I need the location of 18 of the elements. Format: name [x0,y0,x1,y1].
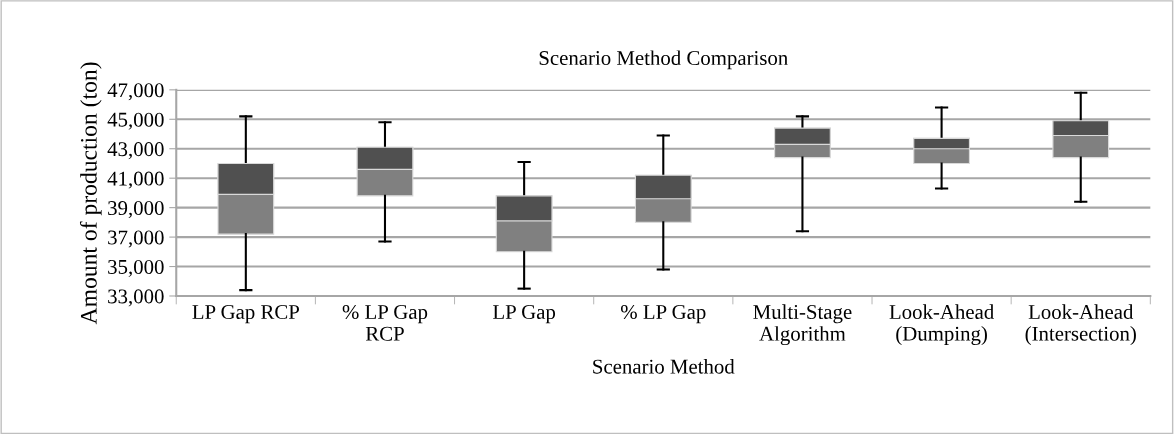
x-axis-title: Scenario Method [593,359,735,374]
y-tick-label: 43,000 [107,142,164,160]
y-tick-label: 39,000 [108,201,164,219]
y-tick-label: 35,000 [108,259,164,277]
y-tick-label: 41,000 [107,171,164,189]
y-tick-label: 33,000 [108,289,164,307]
chart-title: Scenario Method Comparison [539,50,788,70]
y-axis-title: Amount of production (ton) [79,62,102,325]
x-tick-label: LP Gap [493,304,556,324]
x-tick-label: Multi-Stage Algorithm [753,304,852,346]
x-tick-label: % LP Gap [621,304,706,324]
x-tick-label: LP Gap RCP [192,304,300,324]
y-tick-label: 47,000 [107,83,164,101]
x-tick-label: % LP Gap RCP [342,304,428,341]
x-tick-label: Look-Ahead (Intersection) [1025,304,1136,345]
x-tick-label: Look-Ahead (Dumping) [889,304,994,346]
y-tick-label: 45,000 [107,112,164,130]
y-tick-label: 37,000 [108,230,164,248]
